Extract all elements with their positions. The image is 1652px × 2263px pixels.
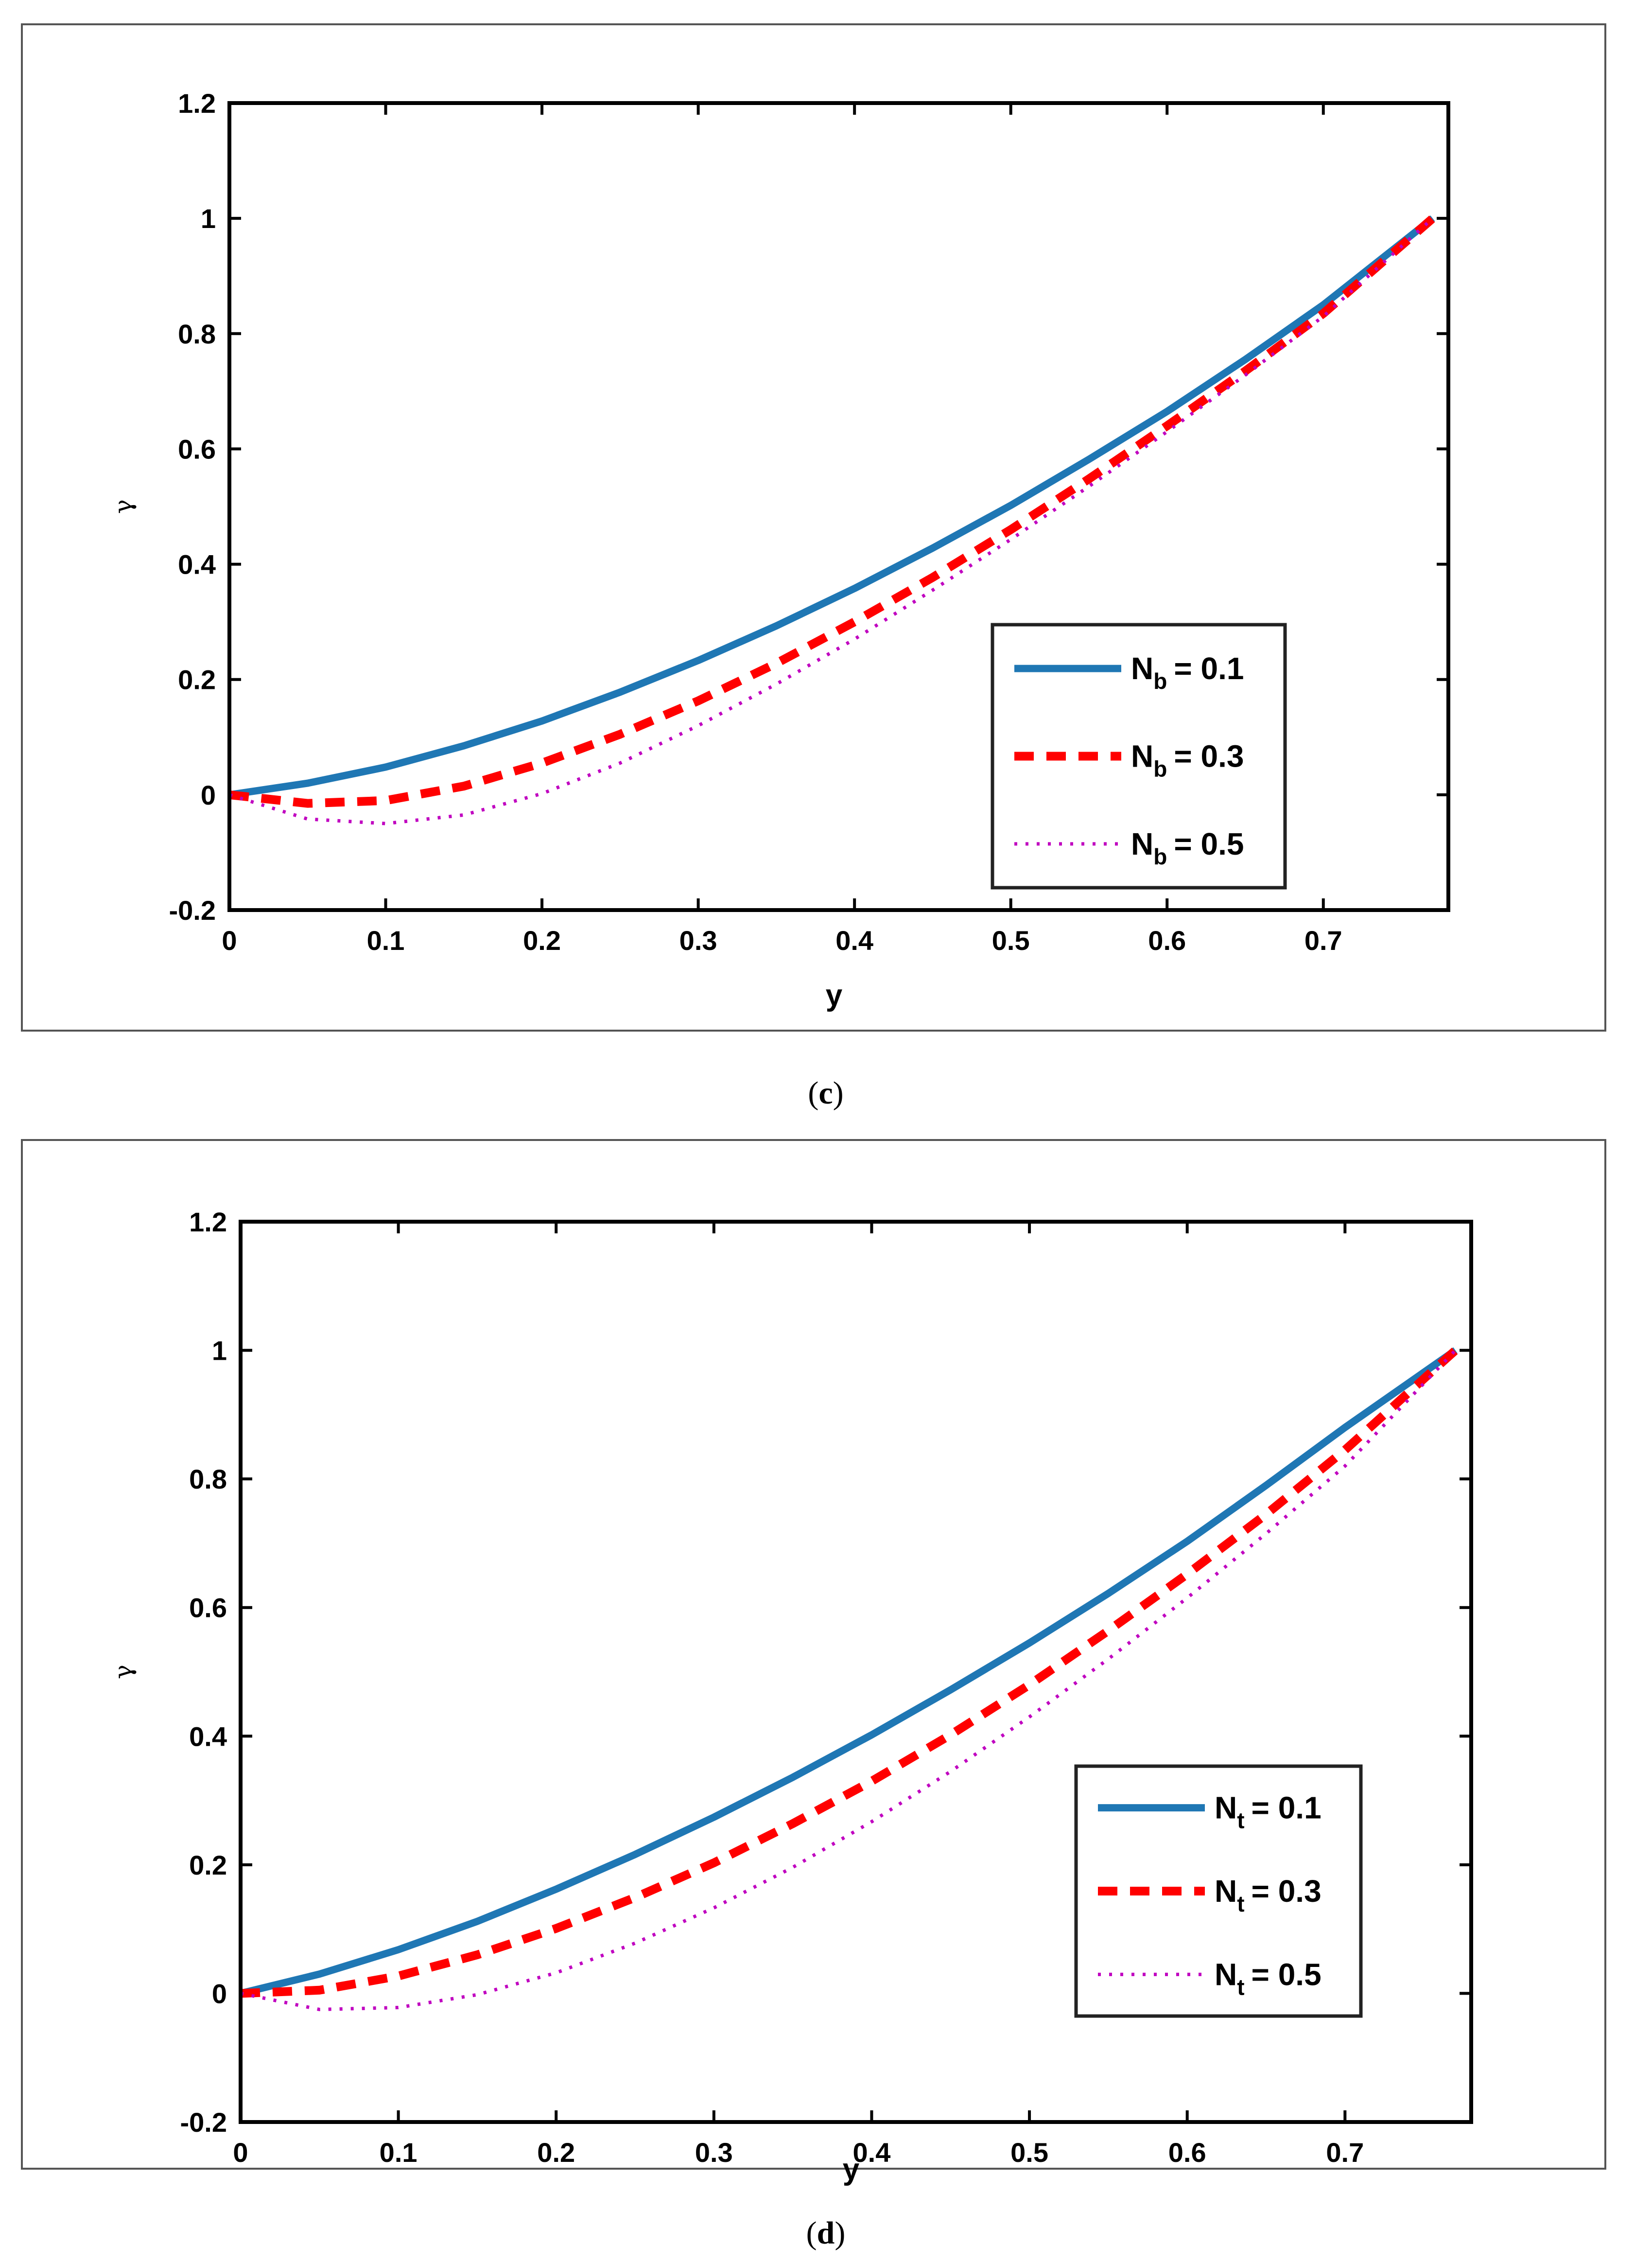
x-axis-label-c: y (826, 979, 843, 1012)
x-tick-label-c: 0.2 (523, 925, 561, 956)
caption-d: (d) (806, 2215, 846, 2251)
legend-label-c-1: Nb = 0.1 (1131, 651, 1244, 694)
caption-open: ( (806, 2215, 817, 2251)
figure-panel-d: 0 0.1 0.2 0.3 0.4 0.5 0.6 0.7 -0.2 0 0.2 0.4 0.6 0.8 1… (0, 1118, 1652, 2263)
y-tick-label-c: 1 (201, 203, 216, 234)
y-axis-label-c: γ (109, 499, 137, 514)
plot-frame-d (239, 1220, 1473, 2124)
x-tick-label-d: 0.5 (1010, 2137, 1048, 2168)
legend-label-c-2: Nb = 0.3 (1131, 739, 1244, 782)
plot-frame-c (227, 101, 1450, 912)
y-tick-label-c: -0.2 (169, 895, 216, 926)
y-tick-label-c: 1.2 (178, 88, 216, 119)
y-tick-label-c: 0 (201, 780, 216, 810)
y-tick-label-d: 0.6 (189, 1593, 227, 1623)
x-tick-label-c: 0.6 (1148, 925, 1186, 956)
caption-close: ) (835, 2215, 845, 2251)
y-axis-label-d: γ (109, 1665, 137, 1679)
y-tick-label-c: 0.6 (178, 434, 216, 464)
chart-c-svg: 0 0.1 0.2 0.3 0.4 0.5 0.6 0.7-0.200.20.40.60.81… (21, 23, 1606, 1111)
y-tick-label-d: 0 (212, 1978, 227, 2009)
figure-border-c (21, 23, 1606, 1032)
legend-param: N (1131, 739, 1153, 774)
legend-subscript: t (1237, 1974, 1244, 2000)
figure-panel-c: 0 0.1 0.2 0.3 0.4 0.5 0.6 0.7 -0.2 0 0.2 0.4 0.6 0.8 1… (0, 0, 1652, 1118)
series-line-c-2 (229, 215, 1436, 808)
legend-value: = 0.5 (1252, 1957, 1322, 1992)
x-tick-label-c: 0 (222, 925, 237, 956)
series-group-c (229, 215, 1436, 825)
legend-param: N (1215, 1790, 1237, 1825)
legend-subscript: b (1153, 668, 1167, 694)
legend-label-c-3: Nb = 0.5 (1131, 826, 1244, 869)
legend-value: = 0.1 (1174, 651, 1244, 686)
legend-param: N (1131, 651, 1153, 686)
y-tick-label-c: 0.4 (178, 549, 216, 580)
legend-param: N (1215, 1874, 1237, 1909)
y-tick-label-c: 0.8 (178, 318, 216, 349)
figure-border-d (21, 1139, 1606, 2170)
x-tick-label-d: 0.1 (380, 2137, 417, 2168)
legend-param: N (1215, 1957, 1237, 1992)
x-tick-label-c: 0.4 (835, 925, 873, 956)
series-line-c-1 (229, 215, 1435, 799)
legend-label-d-2: Nt = 0.3 (1215, 1874, 1322, 1916)
x-tick-label-d: 0 (233, 2137, 248, 2168)
x-tick-label-c: 0.3 (679, 925, 717, 956)
series-line-d-1 (241, 1347, 1458, 1997)
legend-subscript: b (1153, 844, 1167, 869)
x-tick-label-c: 0.5 (992, 925, 1030, 956)
y-tick-label-d: 0.4 (189, 1721, 227, 1752)
caption-letter: d (817, 2215, 835, 2251)
x-tick-label-c: 0.7 (1304, 925, 1342, 956)
x-tick-label-d: 0.4 (853, 2137, 891, 2168)
series-group-d (241, 1347, 1459, 2011)
legend-value: = 0.5 (1174, 826, 1244, 861)
legend-subscript: t (1237, 1891, 1244, 1916)
y-tick-label-d: 0.8 (189, 1464, 227, 1494)
x-tick-label-d: 0.6 (1168, 2137, 1206, 2168)
caption-letter: c (818, 1075, 833, 1111)
y-tick-label-c: 0.2 (178, 665, 216, 695)
legend-value: = 0.1 (1252, 1790, 1322, 1825)
caption-c: (c) (808, 1075, 843, 1111)
legend-value: = 0.3 (1174, 739, 1244, 774)
legend-subscript: t (1237, 1808, 1244, 1833)
legend-subscript: b (1153, 756, 1167, 782)
x-tick-label-d: 0.2 (537, 2137, 575, 2168)
y-tick-label-d: 1 (212, 1335, 227, 1366)
y-tick-label-d: 0.2 (189, 1850, 227, 1880)
series-line-d-2 (241, 1347, 1459, 1998)
series-line-d-3 (241, 1349, 1457, 2011)
x-tick-label-c: 0.1 (367, 925, 405, 956)
y-tick-label-d: -0.2 (180, 2107, 227, 2138)
x-tick-label-d: 0.3 (695, 2137, 733, 2168)
legend-label-d-3: Nt = 0.5 (1215, 1957, 1322, 2000)
y-tick-label-d: 1.2 (189, 1207, 227, 1237)
caption-open: ( (808, 1075, 818, 1111)
x-tick-label-d: 0.7 (1326, 2137, 1364, 2168)
legend-label-d-1: Nt = 0.1 (1215, 1790, 1322, 1833)
x-axis-label-d: y (843, 2153, 860, 2186)
chart-d-svg: 0 0.1 0.2 0.3 0.4 0.5 0.6 0.7-0.200.20.40.60.81… (21, 1139, 1606, 2251)
legend-param: N (1131, 826, 1153, 861)
legend-value: = 0.3 (1252, 1874, 1322, 1909)
caption-close: ) (833, 1075, 844, 1111)
